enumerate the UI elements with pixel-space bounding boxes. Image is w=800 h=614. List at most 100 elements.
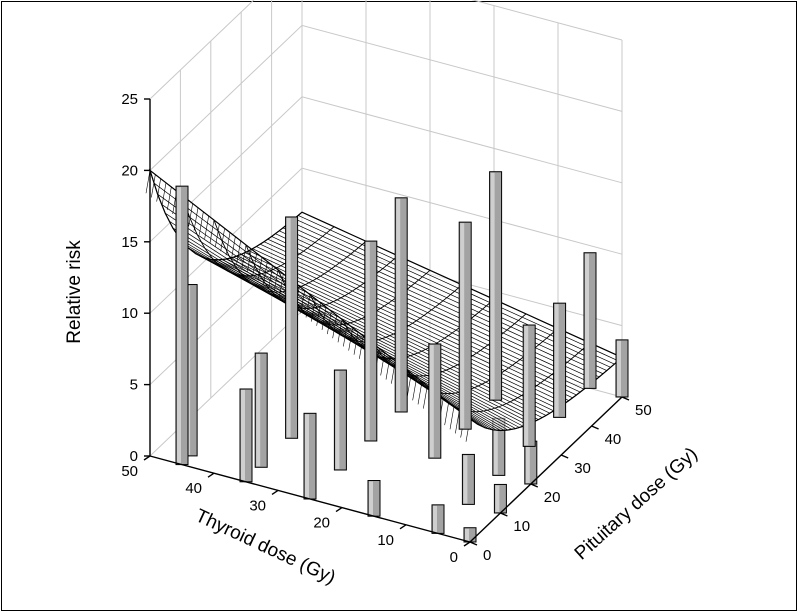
y-tick-label: 10 <box>513 518 530 535</box>
bar-highlight <box>305 414 309 498</box>
surface-hatch <box>316 302 321 326</box>
surface-hatch <box>343 323 348 347</box>
surface-hatch <box>391 360 396 384</box>
x-tick-label: 20 <box>313 515 330 532</box>
x-tick-label: 10 <box>377 532 394 549</box>
surface-hatch <box>156 178 161 202</box>
y-tick <box>560 454 569 459</box>
surface-hatch <box>407 373 412 397</box>
x-tick <box>399 524 407 530</box>
y-tick <box>591 425 599 430</box>
surface-hatch <box>455 410 460 434</box>
z-tick-label: 5 <box>130 377 138 394</box>
surface-hatch <box>167 186 172 210</box>
surface-hatch <box>380 352 385 376</box>
bar-highlight <box>241 389 245 481</box>
z-tick-label: 25 <box>121 91 138 108</box>
surface-hatch <box>300 290 305 314</box>
surface-fill <box>148 168 624 432</box>
surface-hatch <box>332 315 337 339</box>
surface-hatch <box>220 228 225 252</box>
z-tick-label: 10 <box>121 305 138 322</box>
y-tick <box>500 512 508 517</box>
x-tick-label: 30 <box>249 497 266 514</box>
surface-hatch <box>188 203 193 227</box>
surface-hatch <box>263 261 268 285</box>
y-tick <box>530 483 539 488</box>
surface-line-t <box>309 284 463 343</box>
surface-hatch <box>225 232 231 256</box>
y-axis-line <box>469 396 623 543</box>
z-tick-label: 15 <box>121 234 138 251</box>
bars-front-layer <box>175 171 629 466</box>
surface-hatch <box>268 265 273 289</box>
surface-hatch <box>412 377 417 401</box>
surface-hatch <box>204 215 209 239</box>
bar-highlight <box>365 242 370 440</box>
surface-line-t <box>469 357 623 431</box>
surface-hatch <box>236 240 241 264</box>
surface-hatch <box>337 319 343 343</box>
bar-highlight <box>335 371 340 469</box>
x-tick <box>143 455 151 461</box>
y-tick-label: 50 <box>635 402 652 419</box>
bar-highlight <box>524 326 529 446</box>
bar-highlight <box>525 442 530 483</box>
bar-highlight <box>396 198 401 411</box>
surface-hatch <box>247 249 252 272</box>
x-tick-label: 50 <box>121 463 138 480</box>
surface-hatch <box>444 402 449 426</box>
surface-hatch <box>279 273 284 297</box>
bar-highlight <box>460 223 465 429</box>
bar-highlight <box>465 528 469 541</box>
x-tick-label: 0 <box>450 549 458 566</box>
surface-hatch <box>199 211 204 235</box>
surface-hatch <box>193 207 199 231</box>
grid-line-z <box>149 96 623 243</box>
surface-hatch <box>359 335 364 359</box>
bar-highlight <box>493 419 498 475</box>
surface-line-t <box>149 170 303 261</box>
surface-hatch <box>449 406 455 430</box>
bar-highlight <box>177 187 181 464</box>
surface-hatch <box>321 306 327 330</box>
bar-highlight <box>490 172 495 400</box>
surface-hatch <box>273 269 279 293</box>
surface-hatch <box>231 236 236 260</box>
x-tick <box>207 472 215 478</box>
bar-highlight <box>617 340 621 396</box>
x-tick <box>271 489 279 495</box>
x-tick-label: 40 <box>185 480 202 497</box>
surface-hatch <box>385 356 391 380</box>
surface-line-t <box>181 195 335 277</box>
surface-hatch <box>209 220 215 243</box>
y-tick-label: 30 <box>574 460 591 477</box>
x-tick <box>463 541 471 547</box>
z-tick-label: 20 <box>121 162 138 179</box>
surface-hatch <box>241 244 247 268</box>
surface-hatch <box>417 381 423 405</box>
x-tick <box>335 507 343 513</box>
surface-hatch <box>348 327 353 351</box>
z-axis-title: Relative risk <box>64 240 85 344</box>
surface-hatch <box>257 257 263 281</box>
y-tick <box>621 396 630 401</box>
bar-highlight <box>554 304 559 417</box>
surface-hatch <box>151 174 156 198</box>
y-tick <box>469 541 478 546</box>
y-tick-label: 20 <box>544 489 561 506</box>
grid-line-z <box>149 24 623 171</box>
bar-highlight <box>369 481 373 516</box>
bar-highlight <box>585 253 589 388</box>
surface-hatch <box>252 253 257 277</box>
surface-hatch <box>305 294 311 318</box>
y-tick-label: 0 <box>483 547 491 564</box>
bar-highlight <box>256 354 261 467</box>
surface-hatch <box>327 311 332 335</box>
bar-highlight <box>433 505 437 533</box>
x-axis-line <box>149 455 471 543</box>
bar-highlight <box>463 455 468 504</box>
surface-hatch <box>161 182 167 206</box>
